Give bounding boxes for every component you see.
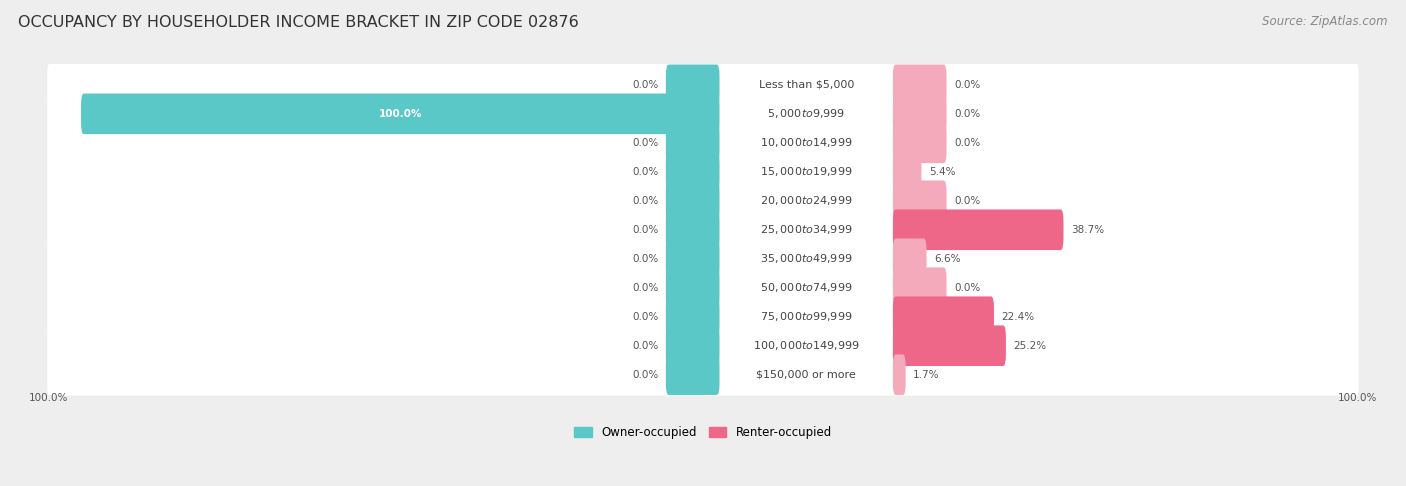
- Text: 0.0%: 0.0%: [633, 341, 658, 351]
- FancyBboxPatch shape: [666, 296, 720, 337]
- FancyBboxPatch shape: [666, 326, 720, 366]
- FancyBboxPatch shape: [893, 326, 1005, 366]
- FancyBboxPatch shape: [666, 209, 720, 250]
- FancyBboxPatch shape: [666, 180, 720, 221]
- Text: 0.0%: 0.0%: [955, 196, 980, 206]
- Text: $35,000 to $49,999: $35,000 to $49,999: [761, 252, 852, 265]
- Text: 6.6%: 6.6%: [934, 254, 960, 264]
- Text: 0.0%: 0.0%: [633, 80, 658, 90]
- FancyBboxPatch shape: [48, 93, 1358, 135]
- Text: $15,000 to $19,999: $15,000 to $19,999: [761, 165, 852, 178]
- Text: $100,000 to $149,999: $100,000 to $149,999: [752, 339, 859, 352]
- FancyBboxPatch shape: [893, 93, 946, 134]
- Text: $50,000 to $74,999: $50,000 to $74,999: [761, 281, 852, 294]
- Text: $5,000 to $9,999: $5,000 to $9,999: [768, 107, 845, 121]
- FancyBboxPatch shape: [48, 209, 1358, 251]
- FancyBboxPatch shape: [893, 65, 946, 105]
- Text: Source: ZipAtlas.com: Source: ZipAtlas.com: [1263, 15, 1388, 28]
- FancyBboxPatch shape: [893, 296, 994, 337]
- Text: 0.0%: 0.0%: [955, 80, 980, 90]
- FancyBboxPatch shape: [666, 267, 720, 308]
- Text: $10,000 to $14,999: $10,000 to $14,999: [761, 136, 852, 149]
- Text: 0.0%: 0.0%: [633, 225, 658, 235]
- Text: 38.7%: 38.7%: [1071, 225, 1104, 235]
- FancyBboxPatch shape: [666, 122, 720, 163]
- Text: 0.0%: 0.0%: [955, 138, 980, 148]
- Text: 100.0%: 100.0%: [28, 394, 67, 403]
- FancyBboxPatch shape: [48, 296, 1358, 338]
- Text: 100.0%: 100.0%: [1339, 394, 1378, 403]
- FancyBboxPatch shape: [893, 267, 946, 308]
- FancyBboxPatch shape: [893, 152, 921, 192]
- Text: 0.0%: 0.0%: [955, 109, 980, 119]
- FancyBboxPatch shape: [893, 239, 927, 279]
- FancyBboxPatch shape: [48, 238, 1358, 279]
- FancyBboxPatch shape: [48, 151, 1358, 192]
- Text: 25.2%: 25.2%: [1014, 341, 1046, 351]
- Text: 0.0%: 0.0%: [633, 196, 658, 206]
- Text: 0.0%: 0.0%: [633, 254, 658, 264]
- FancyBboxPatch shape: [893, 180, 946, 221]
- Text: 0.0%: 0.0%: [633, 370, 658, 380]
- FancyBboxPatch shape: [666, 239, 720, 279]
- Text: 22.4%: 22.4%: [1001, 312, 1035, 322]
- FancyBboxPatch shape: [893, 209, 1063, 250]
- Text: 100.0%: 100.0%: [378, 109, 422, 119]
- FancyBboxPatch shape: [48, 122, 1358, 164]
- FancyBboxPatch shape: [893, 122, 946, 163]
- FancyBboxPatch shape: [48, 267, 1358, 309]
- FancyBboxPatch shape: [666, 65, 720, 105]
- Text: 0.0%: 0.0%: [633, 167, 658, 177]
- Text: 0.0%: 0.0%: [633, 283, 658, 293]
- Text: 5.4%: 5.4%: [929, 167, 956, 177]
- Text: $20,000 to $24,999: $20,000 to $24,999: [761, 194, 852, 207]
- FancyBboxPatch shape: [893, 354, 905, 395]
- Text: 0.0%: 0.0%: [633, 312, 658, 322]
- Text: OCCUPANCY BY HOUSEHOLDER INCOME BRACKET IN ZIP CODE 02876: OCCUPANCY BY HOUSEHOLDER INCOME BRACKET …: [18, 15, 579, 30]
- Text: 0.0%: 0.0%: [633, 138, 658, 148]
- Text: $25,000 to $34,999: $25,000 to $34,999: [761, 223, 852, 236]
- Text: $150,000 or more: $150,000 or more: [756, 370, 856, 380]
- FancyBboxPatch shape: [48, 325, 1358, 366]
- Text: 0.0%: 0.0%: [955, 283, 980, 293]
- Text: 1.7%: 1.7%: [914, 370, 939, 380]
- Text: Less than $5,000: Less than $5,000: [758, 80, 853, 90]
- FancyBboxPatch shape: [48, 354, 1358, 396]
- FancyBboxPatch shape: [82, 93, 720, 134]
- FancyBboxPatch shape: [666, 354, 720, 395]
- FancyBboxPatch shape: [666, 152, 720, 192]
- Text: $75,000 to $99,999: $75,000 to $99,999: [761, 310, 852, 323]
- Legend: Owner-occupied, Renter-occupied: Owner-occupied, Renter-occupied: [574, 426, 832, 439]
- FancyBboxPatch shape: [48, 64, 1358, 105]
- FancyBboxPatch shape: [48, 180, 1358, 222]
